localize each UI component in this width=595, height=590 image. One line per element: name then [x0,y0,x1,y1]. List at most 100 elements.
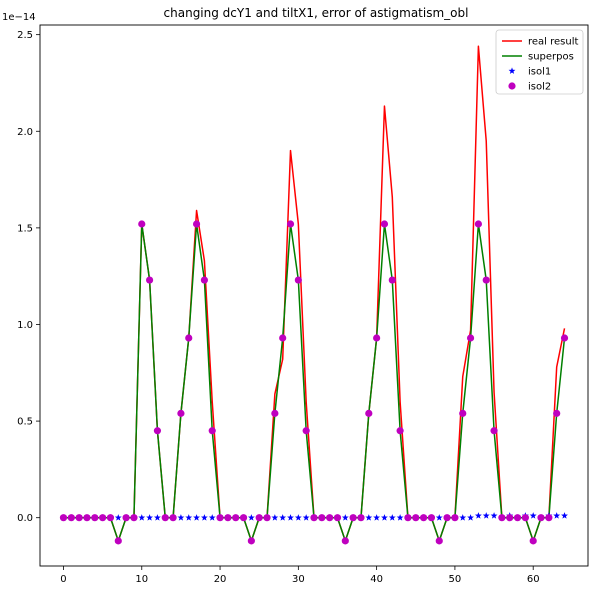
y-tick-label: 2.5 [17,30,33,41]
legend: real result superpos isol1 isol2 [495,29,584,95]
data-point [561,512,568,519]
legend-box [495,29,584,95]
data-point [216,514,224,522]
data-point [130,514,138,522]
data-point [302,427,310,435]
y-axis: 0.0 0.5 1.0 1.5 2.0 2.5 [17,30,40,524]
data-point [420,514,428,522]
data-point [537,514,545,522]
axes-frame [39,24,589,567]
y-tick-label: 1.0 [17,320,33,331]
data-point [114,514,122,521]
data-point [513,514,522,522]
chart-title: changing dcY1 and tiltX1, error of astig… [164,6,469,20]
series-real-result [63,45,566,542]
x-tick-label: 50 [449,574,462,585]
y-tick-label: 2.0 [17,127,33,138]
data-point [341,537,349,545]
data-point [177,514,185,521]
data-point [279,334,287,342]
plot-area: 0 10 20 30 40 50 60 0.0 0.5 1.0 1.5 2.0 2.5 [17,24,589,585]
data-point [498,514,506,522]
data-point [396,427,404,435]
data-point [373,514,381,521]
x-axis: 0 10 20 30 40 50 60 [60,566,540,585]
data-point [412,514,420,522]
data-point [467,514,474,521]
data-point [310,514,318,522]
data-point [224,514,232,522]
series-group [59,45,569,545]
data-point [185,334,193,342]
data-point [138,220,146,228]
data-point [294,514,302,521]
data-point [326,514,334,522]
legend-entry: isol2 [508,82,551,93]
data-point [99,514,107,522]
data-point [138,514,146,521]
data-point [146,514,154,521]
data-point [506,514,514,522]
data-point [106,514,115,522]
legend-label: isol1 [528,67,551,78]
x-tick-label: 0 [60,574,66,585]
data-point [553,409,561,417]
data-point [185,514,193,521]
data-point [482,512,490,519]
data-point [59,514,68,522]
legend-label: real result [528,37,578,48]
data-point [474,220,482,228]
x-tick-label: 40 [370,574,383,585]
data-point [318,514,326,522]
data-point [91,514,99,522]
data-point [545,514,553,522]
data-point [435,537,443,545]
data-point [200,276,208,284]
data-point [247,514,255,521]
x-tick-label: 10 [135,574,148,585]
data-point [451,514,459,522]
data-point [154,514,161,521]
series-superpos [63,223,566,542]
x-tick-label: 30 [292,574,305,585]
legend-swatch [508,82,516,90]
legend-swatch [508,67,516,74]
data-point [255,514,263,522]
data-point [114,537,122,545]
data-point [122,514,130,522]
data-point [349,514,357,522]
y-tick-label: 0.5 [17,417,33,428]
data-point [560,334,569,342]
data-point [161,514,169,522]
data-point [357,514,365,522]
data-point [153,427,162,435]
legend-label: superpos [528,52,574,63]
data-point [466,334,475,342]
data-point [381,514,388,521]
data-point [193,514,200,521]
data-point [459,514,467,521]
data-point [208,514,216,521]
data-point [365,514,373,521]
data-point [521,514,529,522]
x-tick-label: 20 [214,574,227,585]
y-tick-label: 0.0 [17,513,33,524]
series-isol2 [59,220,569,545]
data-point [435,514,443,521]
data-point [286,220,295,228]
data-point [83,514,91,522]
data-point [247,537,255,545]
data-point [404,514,412,522]
legend-entry: isol1 [508,67,551,78]
data-point [529,512,537,519]
data-point [529,537,537,545]
data-point [459,409,467,417]
data-point [490,512,498,519]
data-point [271,514,279,521]
data-point [75,514,83,522]
data-point [67,514,75,522]
data-point [365,409,373,417]
data-point [302,514,310,521]
data-point [146,276,154,284]
